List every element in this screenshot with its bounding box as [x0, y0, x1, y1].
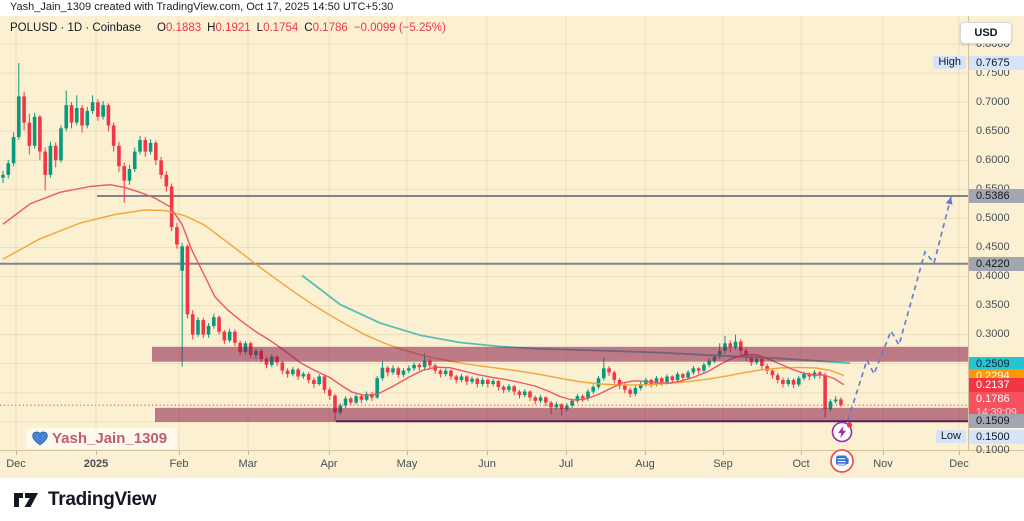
time-axis-label: Sep [713, 458, 733, 470]
symbol-title[interactable]: POLUSD · 1D · Coinbase [10, 22, 142, 34]
footer-bar: TradingView [0, 478, 1024, 521]
support-ray-price-badge: 0.1509 [969, 414, 1024, 428]
grid [0, 16, 968, 450]
time-axis-label: Feb [169, 458, 189, 470]
high-price-badge: 0.7675 [969, 56, 1024, 70]
heart-icon [32, 431, 48, 446]
fist-emoji-sticker-icon[interactable] [828, 447, 856, 475]
time-axis-label: Oct [792, 458, 810, 470]
tradingview-logo-text[interactable]: TradingView [48, 488, 157, 510]
price-tick-label: 0.6000 [976, 153, 1010, 166]
chart-panel: POLUSD · 1D · Coinbase O0.1883 H0.1921 L0.1… [0, 16, 1024, 478]
time-tick [407, 451, 408, 455]
watermark-text: Yash_Jain_1309 [52, 430, 168, 447]
time-tick [329, 451, 330, 455]
low-marker-label: Low [935, 430, 966, 443]
attribution-text: Yash_Jain_1309 created with TradingView.… [10, 1, 394, 13]
ma-fast-price-badge: 0.2137 [969, 378, 1024, 392]
price-tick-label: 0.3500 [976, 299, 1010, 312]
chart-legend: POLUSD · 1D · Coinbase O0.1883 H0.1921 L0.1… [10, 22, 446, 34]
time-tick [883, 451, 884, 455]
time-tick [96, 451, 97, 455]
ma-slow-price-badge: 0.2509 [969, 357, 1024, 371]
time-tick [248, 451, 249, 455]
time-tick [566, 451, 567, 455]
user-watermark: Yash_Jain_1309 [26, 428, 178, 449]
lightning-sticker-icon[interactable] [829, 419, 855, 445]
time-axis-label: Jun [478, 458, 496, 470]
price-tick-label: 0.4000 [976, 270, 1010, 282]
hline-price-badge-1: 0.5386 [969, 189, 1024, 203]
price-tick-label: 0.4500 [976, 241, 1010, 253]
time-tick [959, 451, 960, 455]
time-axis-label: May [396, 458, 418, 470]
time-axis-label: Dec [6, 458, 26, 470]
time-tick [801, 451, 802, 455]
tradingview-logo-icon[interactable] [13, 489, 41, 511]
time-tick [179, 451, 180, 455]
time-tick [645, 451, 646, 455]
projection-arrow[interactable] [847, 196, 952, 421]
price-tick-label: 0.3000 [976, 328, 1010, 341]
time-axis-label: Mar [238, 458, 258, 470]
ma-mid-line [2, 209, 845, 386]
time-axis[interactable]: Dec 2025 Feb Mar Apr May Jun Jul Aug Sep Oct Nov Dec [0, 450, 1024, 479]
time-tick [487, 451, 488, 455]
ohlc-open: O0.1883 [157, 22, 202, 34]
ohlc-close: C0.1786 [304, 22, 348, 34]
ma-fast-line [2, 183, 845, 401]
time-axis-label: 2025 [83, 458, 109, 470]
hline-price-badge-2: 0.4220 [969, 257, 1024, 271]
time-axis-label: Nov [873, 458, 893, 470]
chart-canvas[interactable] [0, 16, 968, 450]
price-change: −0.0099 (−5.25%) [353, 22, 446, 34]
time-axis-label: Aug [635, 458, 655, 470]
price-axis[interactable]: 0.80000.75000.70000.65000.60000.55000.50… [968, 16, 1024, 456]
time-axis-label: Jul [558, 458, 574, 470]
ohlc-low: L0.1754 [256, 22, 299, 34]
low-price-badge: 0.1500 [969, 430, 1024, 444]
price-tick-label: 0.1000 [976, 444, 1010, 457]
resistance-zone[interactable] [152, 346, 968, 362]
currency-toggle-button[interactable]: USD [960, 22, 1012, 44]
price-tick-label: 0.5000 [976, 211, 1010, 224]
time-tick [723, 451, 724, 455]
price-tick-label: 0.6500 [976, 124, 1010, 137]
time-axis-label: Apr [320, 458, 338, 470]
time-tick [16, 451, 17, 455]
high-marker-label: High [933, 56, 966, 69]
ohlc-high: H0.1921 [207, 22, 251, 34]
support-zone[interactable] [155, 407, 968, 422]
time-axis-label: Dec [949, 458, 969, 470]
projection-arrow-head [945, 196, 953, 205]
price-tick-label: 0.7000 [976, 95, 1010, 108]
